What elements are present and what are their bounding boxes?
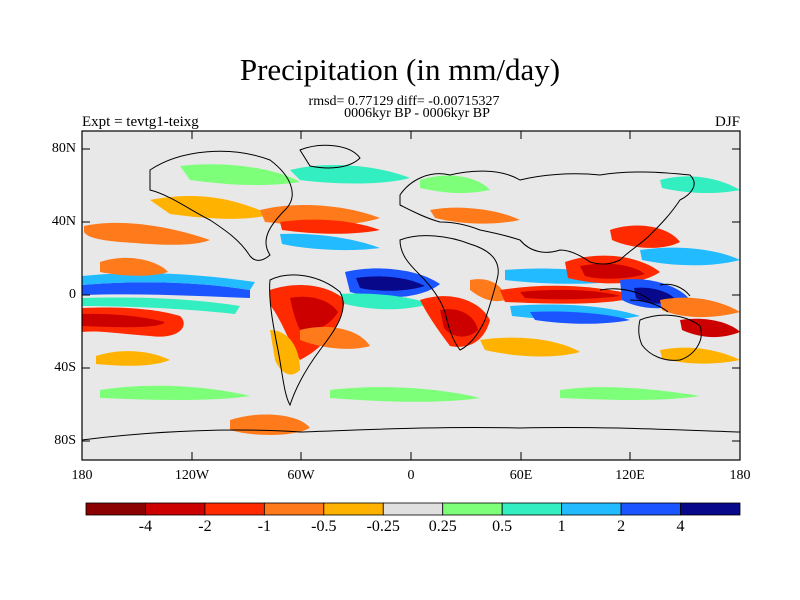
colorbar-label: -4 bbox=[138, 518, 153, 535]
antarctica-coast bbox=[81, 426, 741, 441]
colorbar-swatch bbox=[263, 502, 325, 516]
mediterranean-dry bbox=[430, 207, 520, 224]
amazon-dry-core bbox=[290, 296, 338, 332]
pacific-wet-band-edge bbox=[82, 273, 255, 290]
greenland-coast bbox=[299, 144, 361, 169]
north-pacific-band-2 bbox=[150, 195, 270, 219]
southwest-pacific-dry-core bbox=[680, 318, 740, 338]
north-atlantic-dry bbox=[260, 204, 380, 226]
south-indian-dry bbox=[480, 337, 580, 357]
southern-ocean-wet-2 bbox=[330, 387, 480, 402]
east-asia-dry bbox=[610, 225, 680, 248]
lon-label-180e: 180 bbox=[729, 468, 751, 483]
southern-ocean-wet-1 bbox=[100, 385, 250, 400]
labrador-sea-wet bbox=[290, 164, 410, 184]
colorbar-label: -1 bbox=[257, 518, 272, 535]
north-pacific-east-wet bbox=[660, 176, 740, 194]
europe-wet bbox=[420, 175, 490, 194]
lon-label-0: 0 bbox=[407, 468, 415, 483]
pacific-wet-band bbox=[82, 282, 250, 298]
southeast-asia-dry-core bbox=[580, 263, 645, 279]
lat-label-40n: 40N bbox=[51, 214, 76, 229]
lon-label-180w: 180 bbox=[71, 468, 93, 483]
colorbar-swatch bbox=[620, 502, 681, 516]
lat-label-40s: 40S bbox=[54, 360, 76, 375]
australia-coast bbox=[638, 314, 702, 361]
lat-label-0: 0 bbox=[69, 287, 76, 302]
lat-label-80n: 80N bbox=[51, 141, 76, 156]
north-atlantic-dry-core bbox=[280, 219, 380, 234]
lon-label-60w: 60W bbox=[287, 468, 315, 483]
colorbar-swatch bbox=[501, 502, 563, 516]
colorbar-swatch bbox=[204, 502, 265, 516]
subtropical-atlantic-wet bbox=[280, 233, 380, 251]
lat-label-80s: 80S bbox=[54, 433, 76, 448]
colorbar-swatch bbox=[442, 502, 503, 516]
south-atlantic-dry bbox=[300, 326, 370, 349]
colorbar-label: 1 bbox=[557, 518, 566, 535]
lon-label-120w: 120W bbox=[174, 468, 210, 483]
colorbar-label: 0.25 bbox=[428, 518, 457, 535]
southwest-pacific-dry bbox=[660, 297, 740, 318]
north-pacific-storm bbox=[84, 222, 210, 245]
season-label: DJF bbox=[714, 114, 740, 130]
coastlines bbox=[81, 144, 741, 441]
colorbar-swatch bbox=[382, 502, 444, 516]
stats-line: rmsd= 0.77129 diff= -0.00715327 bbox=[308, 94, 500, 109]
colorbar-label: -0.5 bbox=[311, 518, 337, 535]
north-pacific-wet bbox=[180, 164, 300, 186]
experiment-label: Expt = tevtg1-teixg bbox=[82, 114, 199, 130]
colorbar-label: -0.25 bbox=[366, 518, 400, 535]
axis-ticks bbox=[81, 131, 741, 460]
lon-label-60e: 60E bbox=[509, 468, 533, 483]
south-pacific-dry-core bbox=[82, 313, 165, 328]
south-indian-wet-core bbox=[530, 311, 630, 324]
colorbar-swatch bbox=[145, 502, 206, 516]
north-pacific-subtropic bbox=[100, 257, 168, 276]
south-pacific-dry-2 bbox=[96, 351, 170, 366]
south-america-coast bbox=[269, 274, 344, 407]
colorbar-swatch bbox=[680, 502, 741, 516]
colorbar-label: 2 bbox=[617, 518, 626, 535]
colorbar-label: -2 bbox=[198, 518, 212, 535]
colorbar bbox=[85, 502, 741, 516]
colorbar-swatch bbox=[561, 502, 622, 516]
pacific-moist-band bbox=[82, 297, 240, 314]
north-america-coast bbox=[149, 150, 293, 261]
maritime-islands-coast bbox=[599, 283, 691, 313]
south-atlantic-wet bbox=[340, 293, 430, 310]
colorbar-label: 4 bbox=[676, 518, 685, 535]
africa-coast bbox=[399, 235, 499, 351]
precip-field bbox=[82, 131, 740, 460]
equatorial-atlantic-core bbox=[356, 276, 425, 291]
eurasia-coast bbox=[399, 170, 695, 265]
map-title: Precipitation (in mm/day) bbox=[239, 52, 561, 87]
period-line: 0006kyr BP - 0006kyr BP bbox=[344, 106, 490, 121]
west-pacific-wet bbox=[640, 247, 740, 266]
lon-label-120e: 120E bbox=[615, 468, 645, 483]
indian-ocean-dry-core bbox=[520, 289, 620, 300]
southern-ocean-wet-3 bbox=[560, 387, 700, 400]
colorbar-swatch bbox=[323, 502, 384, 516]
southern-south-america bbox=[270, 330, 300, 375]
colorbar-label: 0.5 bbox=[492, 518, 513, 535]
colorbar-swatch bbox=[85, 502, 146, 516]
